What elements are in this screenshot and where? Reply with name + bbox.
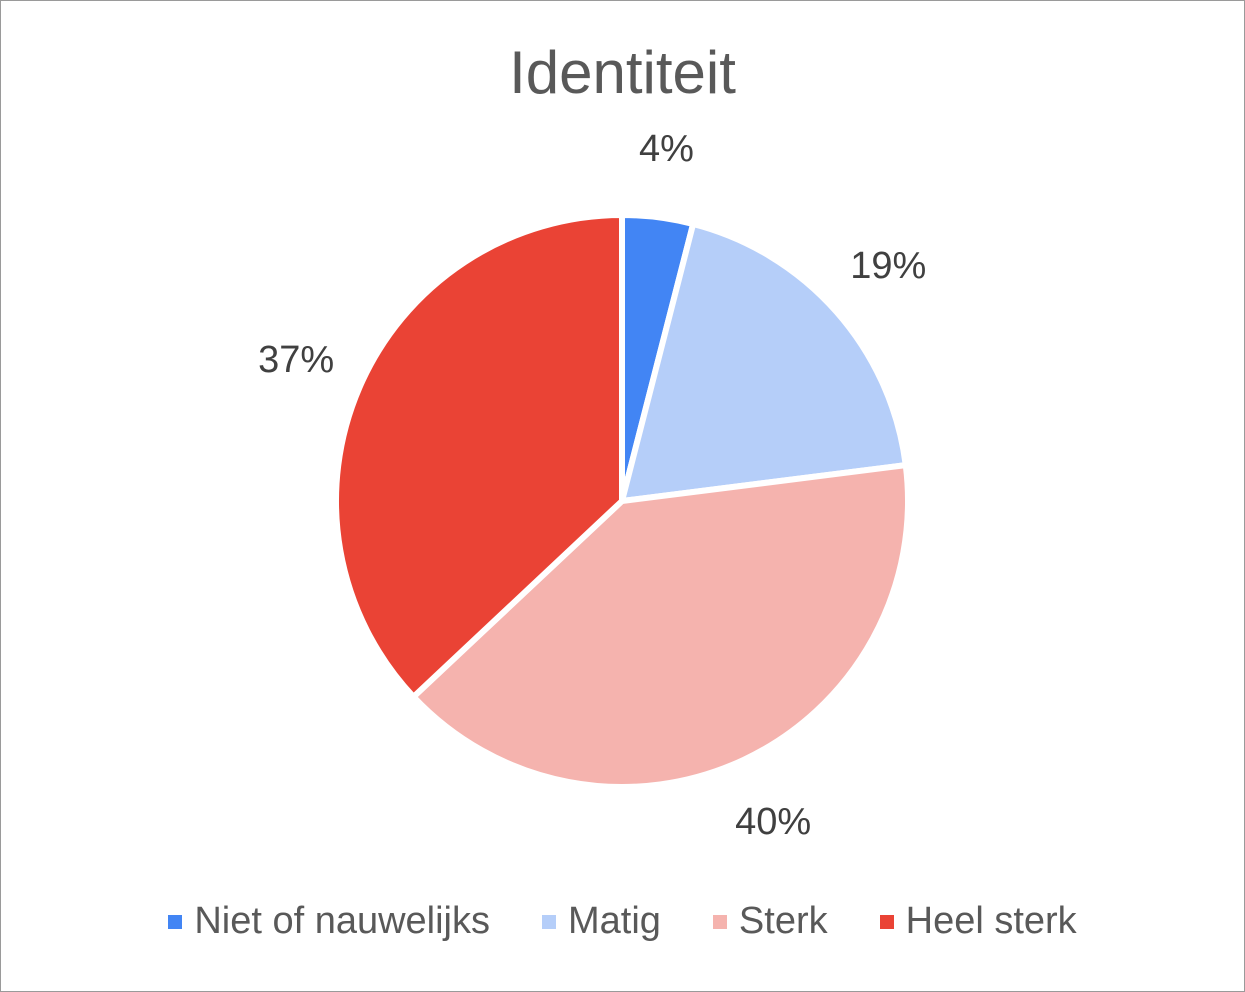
data-label-niet-of-nauwelijks: 4% [639, 128, 694, 170]
legend-item-matig: Matig [542, 900, 661, 943]
legend-item-niet-of-nauwelijks: Niet of nauwelijks [168, 900, 490, 943]
legend-label: Niet of nauwelijks [194, 900, 490, 942]
chart-title: Identiteit [509, 39, 736, 106]
legend-swatch [168, 914, 183, 929]
pie-slice-matig [619, 220, 909, 504]
legend-label: Sterk [738, 900, 828, 942]
pie-slice-sterk [410, 462, 911, 790]
legend-label: Heel sterk [905, 900, 1077, 942]
data-label-sterk: 40% [735, 801, 811, 843]
legend-item-heel-sterk: Heel sterk [879, 900, 1077, 943]
data-label-matig: 19% [850, 245, 926, 287]
pie-slices [333, 212, 911, 790]
legend-swatch [542, 914, 556, 929]
legend-swatch [712, 914, 727, 929]
legend-label: Matig [568, 900, 661, 942]
data-label-heel-sterk: 37% [258, 339, 334, 381]
pie-labels: 4% 19% 40% 37% [258, 128, 926, 843]
pie-slice-heel-sterk [333, 212, 625, 700]
legend-swatch [879, 914, 894, 929]
legend-item-sterk: Sterk [712, 900, 828, 943]
chart-legend: Niet of nauwelijks Matig Sterk Heel ster… [0, 900, 1245, 943]
